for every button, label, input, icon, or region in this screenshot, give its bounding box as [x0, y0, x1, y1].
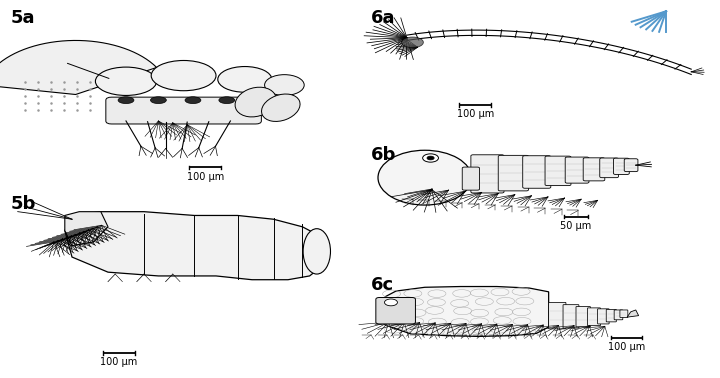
FancyBboxPatch shape: [549, 302, 566, 329]
Polygon shape: [382, 287, 549, 336]
Circle shape: [423, 154, 438, 162]
Text: 100 μm: 100 μm: [456, 109, 494, 119]
Text: 5a: 5a: [11, 9, 35, 28]
FancyBboxPatch shape: [606, 309, 616, 322]
Circle shape: [427, 156, 434, 160]
FancyBboxPatch shape: [620, 310, 628, 318]
FancyBboxPatch shape: [588, 308, 600, 326]
FancyBboxPatch shape: [106, 97, 261, 124]
Ellipse shape: [151, 60, 216, 91]
FancyBboxPatch shape: [523, 156, 551, 188]
Text: 100 μm: 100 μm: [608, 342, 645, 352]
Text: 50 μm: 50 μm: [560, 221, 592, 231]
Text: 6c: 6c: [371, 276, 394, 294]
FancyBboxPatch shape: [614, 310, 623, 320]
Ellipse shape: [261, 94, 300, 121]
Polygon shape: [0, 40, 157, 94]
Polygon shape: [65, 212, 108, 246]
Ellipse shape: [118, 97, 134, 104]
FancyBboxPatch shape: [498, 155, 528, 191]
Ellipse shape: [185, 97, 201, 104]
Ellipse shape: [402, 37, 423, 48]
Ellipse shape: [219, 97, 235, 104]
Ellipse shape: [218, 67, 272, 92]
Ellipse shape: [303, 229, 330, 274]
Ellipse shape: [265, 75, 305, 96]
Polygon shape: [65, 212, 324, 280]
Text: 100 μm: 100 μm: [100, 357, 138, 367]
FancyBboxPatch shape: [583, 158, 605, 181]
FancyBboxPatch shape: [598, 309, 609, 324]
Ellipse shape: [235, 87, 276, 117]
FancyBboxPatch shape: [545, 156, 571, 186]
FancyBboxPatch shape: [376, 297, 415, 324]
FancyBboxPatch shape: [624, 159, 638, 172]
Text: 5b: 5b: [11, 195, 36, 213]
Text: 6b: 6b: [371, 146, 396, 164]
FancyBboxPatch shape: [613, 158, 629, 174]
Text: 100 μm: 100 μm: [186, 172, 224, 181]
Polygon shape: [627, 310, 639, 317]
Ellipse shape: [150, 97, 166, 104]
FancyBboxPatch shape: [576, 307, 590, 327]
FancyBboxPatch shape: [565, 157, 589, 183]
FancyBboxPatch shape: [600, 158, 618, 178]
FancyBboxPatch shape: [471, 155, 504, 193]
Text: 6a: 6a: [371, 9, 395, 28]
FancyBboxPatch shape: [462, 167, 480, 190]
Ellipse shape: [95, 67, 157, 96]
FancyBboxPatch shape: [563, 305, 579, 328]
Ellipse shape: [378, 150, 472, 205]
Circle shape: [384, 299, 397, 306]
